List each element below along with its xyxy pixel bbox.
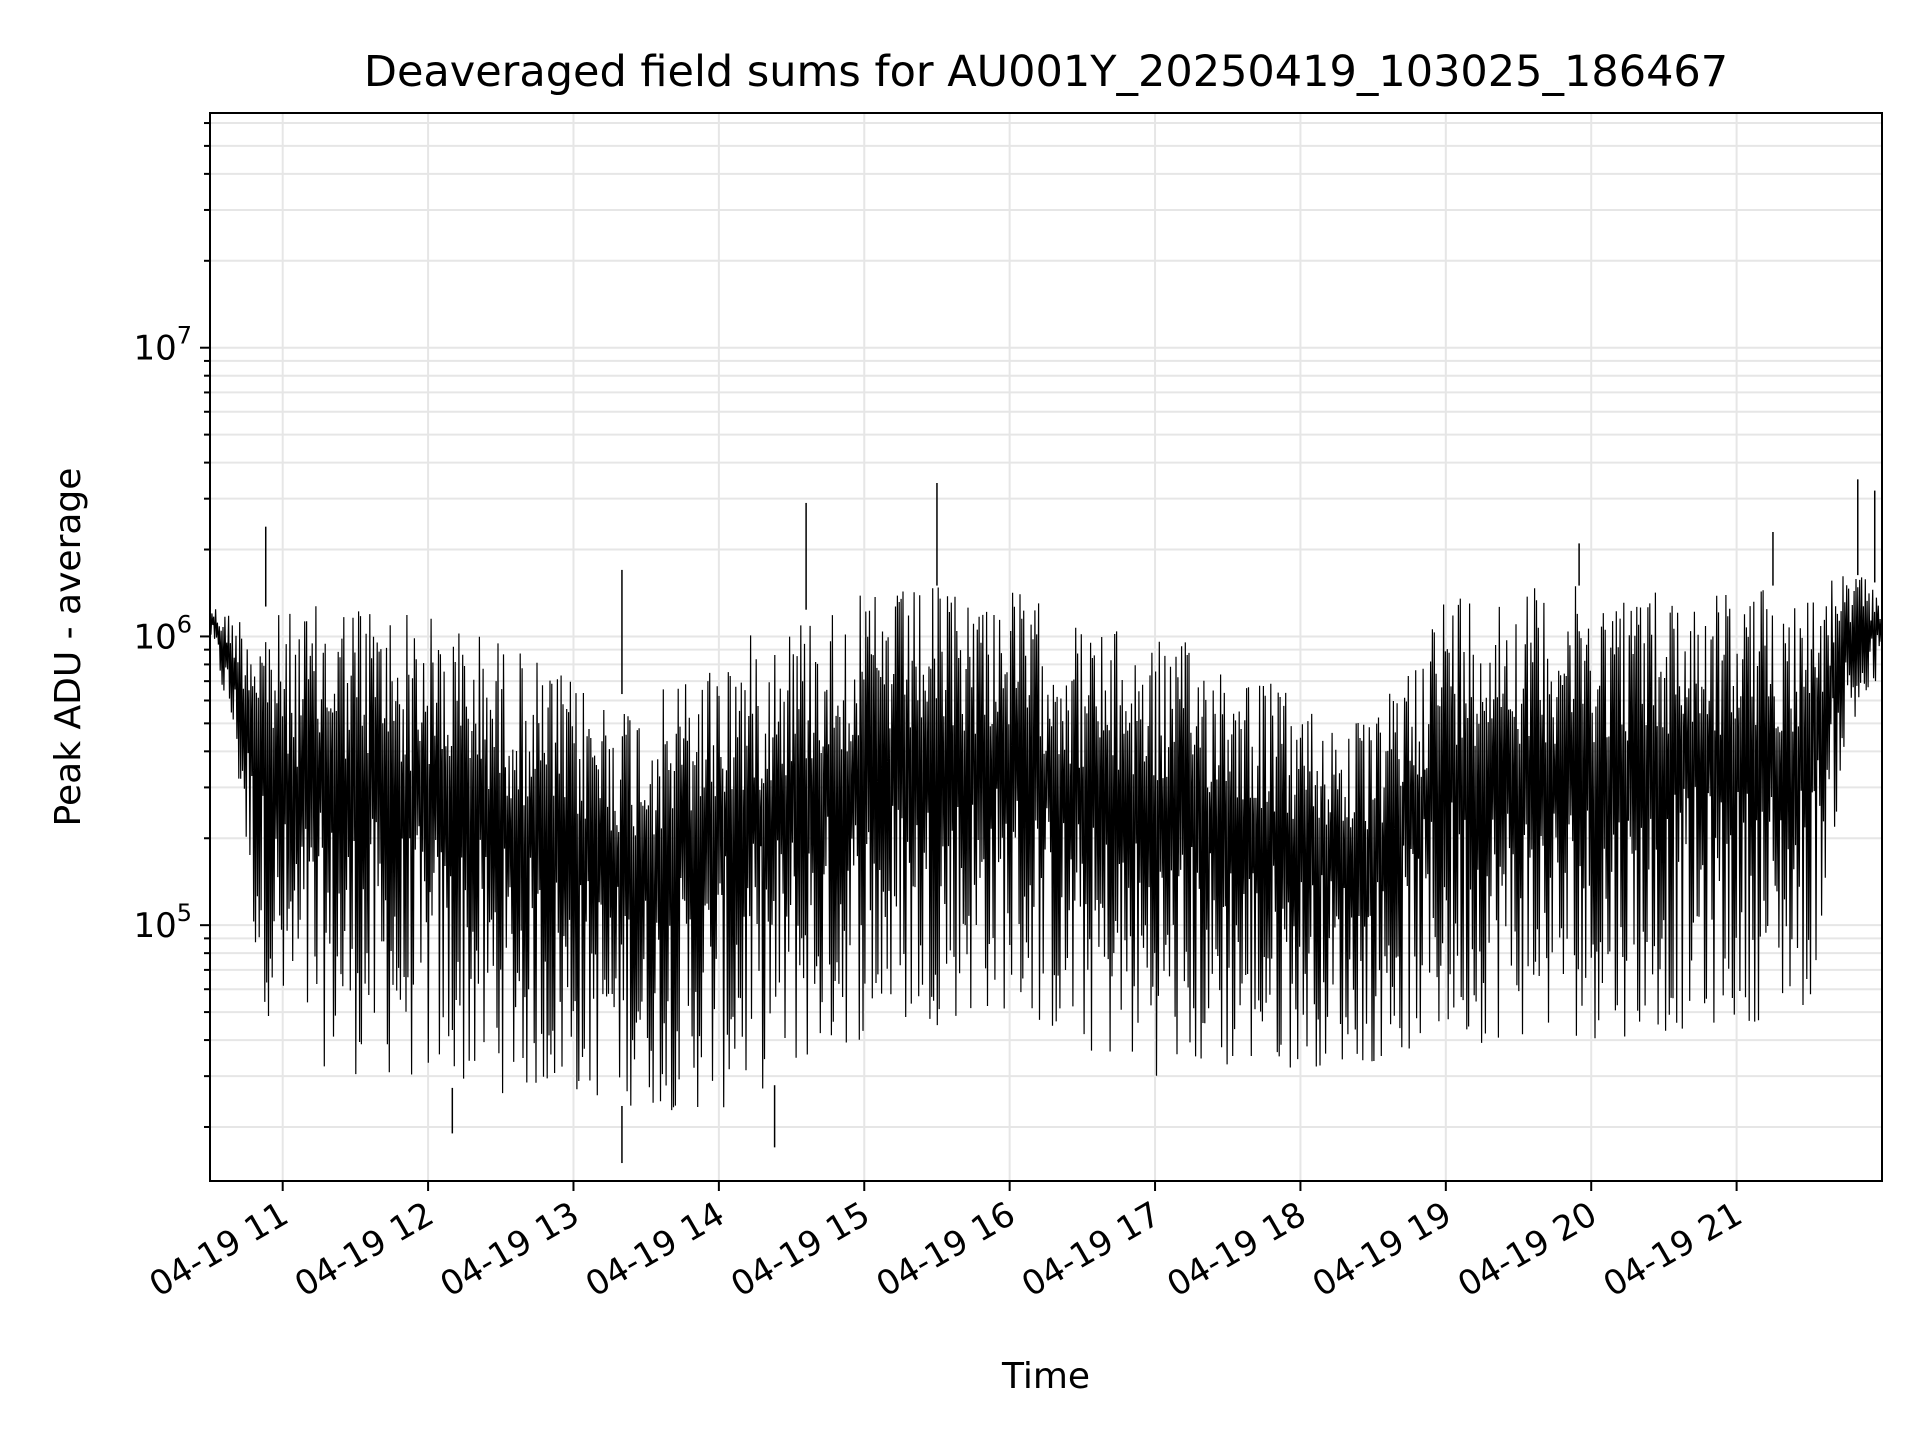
y-tick-label-base: 10: [133, 906, 176, 946]
y-tick-label: 105: [133, 899, 192, 946]
y-tick-label: 107: [133, 322, 192, 369]
plot-frame: [209, 112, 1883, 1182]
series-line: [209, 576, 1883, 1111]
x-tick-label: 04-19 19: [1306, 1194, 1458, 1305]
x-tick-label: 04-19 13: [434, 1194, 586, 1305]
x-tick-label: 04-19 11: [143, 1194, 295, 1305]
x-tick-label: 04-19 21: [1597, 1194, 1749, 1305]
x-tick-label: 04-19 12: [288, 1194, 440, 1305]
x-tick-label: 04-19 18: [1161, 1194, 1313, 1305]
x-tick-label: 04-19 20: [1451, 1194, 1603, 1305]
y-tick-label-base: 10: [133, 617, 176, 657]
y-tick-label: 106: [133, 610, 192, 657]
y-tick-label-exponent: 7: [177, 322, 192, 350]
x-tick-label: 04-19 17: [1015, 1194, 1167, 1305]
x-tick-label: 04-19 16: [870, 1194, 1022, 1305]
x-tick-label: 04-19 15: [724, 1194, 876, 1305]
x-axis-title: Time: [1001, 1356, 1090, 1397]
chart-title: Deaveraged field sums for AU001Y_2025041…: [364, 47, 1728, 97]
y-axis-title: Peak ADU - average: [48, 468, 89, 827]
x-tick-label: 04-19 14: [579, 1194, 731, 1305]
series-layer: [209, 479, 1883, 1164]
y-tick-label-exponent: 5: [177, 899, 192, 927]
y-tick-label-exponent: 6: [177, 610, 192, 638]
y-tick-label-base: 10: [133, 329, 176, 369]
